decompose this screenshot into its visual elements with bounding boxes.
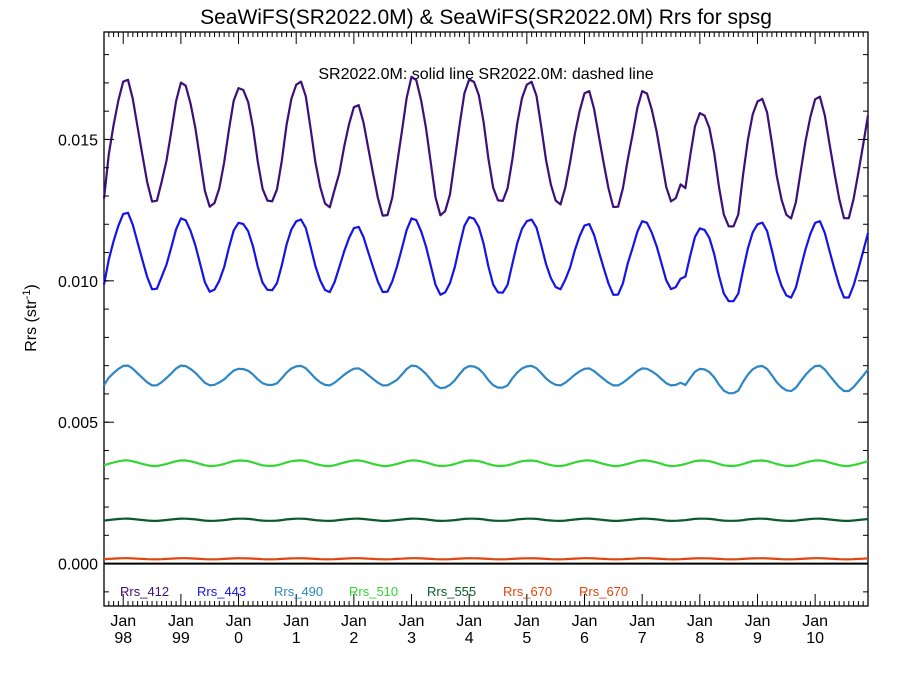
series-layer [102,75,870,565]
x-tick-month: Jan [802,613,828,630]
y-label-close: ) [23,284,40,289]
x-tick-month: Jan [110,613,136,630]
x-tick-month: Jan [168,613,194,630]
y-tick-label: 0.015 [58,132,98,149]
x-axis: Jan98Jan99Jan0Jan1Jan2Jan3Jan4Jan5Jan6Ja… [103,32,869,647]
x-tick-year: 6 [580,630,589,647]
legend-entry-rrs_670: Rrs_670 [579,584,628,599]
x-tick-year: 1 [292,630,301,647]
series-line-rrs_510 [103,459,869,468]
chart-title: SeaWiFS(SR2022.0M) & SeaWiFS(SR2022.0M) … [200,6,772,29]
x-tick-month: Jan [514,613,540,630]
x-tick-month: Jan [745,613,771,630]
legend-entry-rrs_490: Rrs_490 [274,584,323,599]
y-tick-label: 0.010 [58,274,98,291]
legend-entry-rrs_443: Rrs_443 [197,584,246,599]
y-axis: 0.000 0.005 0.010 0.015 [58,54,868,593]
x-tick-month: Jan [399,613,425,630]
series-line-rrs_555 [103,517,869,523]
y-tick-label: 0.005 [58,415,98,432]
legend-entry-rrs_555: Rrs_555 [427,584,476,599]
x-tick-month: Jan [226,613,252,630]
x-tick-month: Jan [572,613,598,630]
x-tick-month: Jan [629,613,655,630]
x-tick-year: 5 [522,630,531,647]
x-tick-year: 7 [638,630,647,647]
y-axis-label: Rrs (str-1) [21,284,40,352]
x-tick-year: 2 [349,630,358,647]
y-tick-label: 0.000 [58,557,98,574]
x-tick-year: 0 [234,630,243,647]
x-tick-month: Jan [283,613,309,630]
x-tick-year: 8 [695,630,704,647]
legend-entry-rrs_510: Rrs_510 [349,584,398,599]
x-tick-year: 4 [465,630,474,647]
y-label-main: Rrs (str [23,299,40,352]
x-tick-year: 10 [806,630,824,647]
plot-frame [103,31,869,607]
legend: Rrs_412 Rrs_443 Rrs_490 Rrs_510 Rrs_555 Rrs_6… [120,584,628,599]
x-tick-year: 98 [114,630,132,647]
x-tick-month: Jan [341,613,367,630]
y-label-sup: -1 [21,290,33,300]
series-line-rrs_443 [102,211,870,303]
x-tick-year: 9 [753,630,762,647]
x-tick-month: Jan [687,613,713,630]
series-line-rrs_670-dashed [103,557,869,561]
legend-entry-rrs_670: Rrs_670 [503,584,552,599]
line-style-annotation: SR2022.0M: solid line SR2022.0M: dashed … [318,66,653,83]
x-tick-year: 99 [172,630,190,647]
x-tick-month: Jan [456,613,482,630]
legend-entry-rrs_412: Rrs_412 [120,584,169,599]
x-tick-year: 3 [407,630,416,647]
series-line-rrs_412 [102,75,870,228]
series-line-rrs_490 [103,364,869,395]
